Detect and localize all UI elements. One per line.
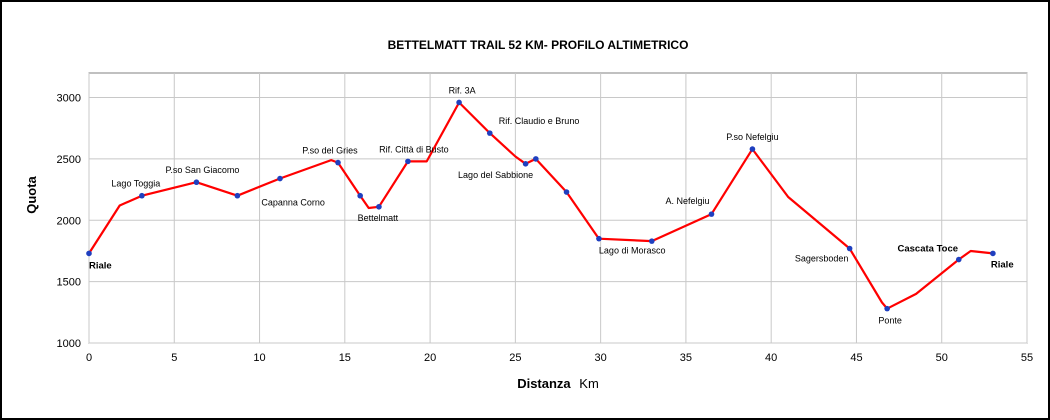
x-tick-label: 40: [765, 352, 777, 364]
marker-point: [533, 156, 539, 162]
marker-point: [649, 238, 655, 244]
marker-label: Bettelmatt: [358, 213, 399, 223]
marker-label: Capanna Corno: [261, 198, 325, 208]
x-axis-title-unit: Km: [579, 376, 599, 391]
marker-point: [405, 158, 411, 165]
x-tick-label: 45: [850, 352, 862, 364]
marker-label: P.so San Giacomo: [165, 165, 239, 175]
marker-point: [990, 250, 996, 257]
marker-point: [522, 161, 529, 167]
x-axis-title: Distanza Km: [517, 376, 599, 391]
marker-label: Rif. Città di Busto: [379, 144, 449, 154]
marker-label: Lago Toggia: [111, 179, 160, 189]
marker-label: Cascata Toce: [898, 244, 959, 255]
marker-point: [86, 250, 92, 257]
x-tick-label: 30: [595, 352, 607, 364]
marker-point: [486, 130, 493, 136]
marker-point: [376, 203, 382, 210]
marker-point: [193, 179, 200, 186]
marker-label: A. Nefelgiu: [665, 196, 709, 206]
marker-label: Ponte: [878, 316, 902, 326]
marker-point: [563, 189, 570, 195]
y-tick-label: 1000: [57, 338, 81, 350]
marker-label: Rif. 3A: [449, 85, 476, 95]
marker-point: [456, 99, 462, 106]
x-tick-labels: 0 5 10 15 20 25 30 35 40 45 50 55: [86, 352, 1033, 364]
x-tick-label: 5: [171, 352, 177, 364]
marker-point: [357, 192, 363, 199]
marker-label: Lago di Morasco: [599, 246, 666, 256]
marker-label: Sagersboden: [795, 254, 849, 264]
marker-label: P.so del Gries: [302, 146, 358, 156]
marker-label: Riale: [991, 259, 1014, 270]
x-tick-label: 50: [936, 352, 948, 364]
marker-point: [884, 305, 890, 312]
x-tick-label: 0: [86, 352, 92, 364]
marker-labels: Riale Lago Toggia P.so San Giacomo Capanna …: [89, 85, 1014, 325]
marker-label: Lago del Sabbione: [458, 170, 533, 180]
y-tick-labels: 1000 1500 2000 2500 3000: [57, 93, 81, 350]
y-tick-label: 3000: [57, 93, 81, 105]
marker-point: [955, 256, 962, 263]
x-tick-label: 10: [253, 352, 265, 364]
y-tick-label: 2500: [57, 154, 81, 166]
x-tick-label: 35: [680, 352, 692, 364]
marker-point: [846, 245, 853, 252]
x-tick-label: 25: [509, 352, 521, 364]
chart-title: BETTELMATT TRAIL 52 KM- PROFILO ALTIMETR…: [388, 38, 689, 52]
plot-area: [88, 72, 1028, 344]
marker-point: [234, 192, 241, 199]
marker-point: [277, 175, 283, 182]
marker-points: [86, 99, 996, 312]
marker-point: [139, 192, 145, 199]
x-tick-label: 20: [424, 352, 436, 364]
x-gridlines: [88, 73, 1028, 343]
marker-point: [596, 235, 602, 242]
x-tick-label: 55: [1021, 352, 1033, 364]
marker-label: P.so Nefelgiu: [726, 132, 778, 142]
y-axis-title: Quota: [24, 175, 39, 213]
marker-label: Riale: [89, 260, 112, 271]
marker-point: [708, 211, 715, 217]
marker-point: [749, 146, 756, 152]
marker-label: Rif. Claudio e Bruno: [499, 116, 580, 126]
y-tick-label: 1500: [57, 277, 81, 289]
marker-point: [335, 159, 341, 166]
x-axis-title-main: Distanza: [517, 376, 571, 391]
x-tick-label: 15: [339, 352, 351, 364]
y-tick-label: 2000: [57, 215, 81, 227]
